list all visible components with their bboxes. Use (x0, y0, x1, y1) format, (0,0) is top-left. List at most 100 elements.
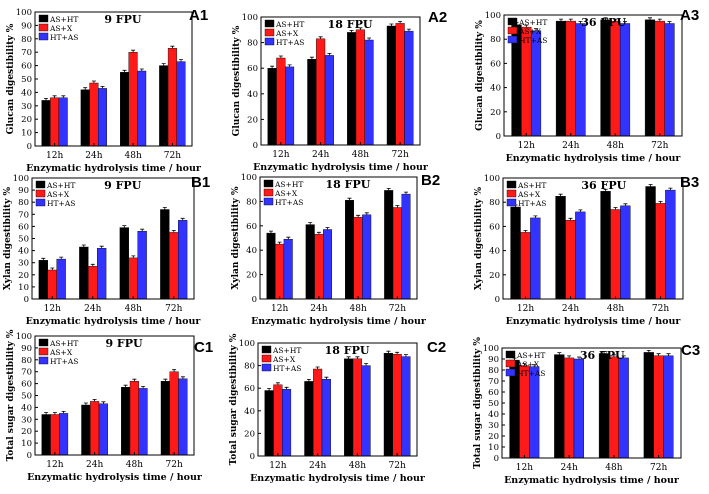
y-tick-label: 100 (242, 13, 258, 23)
bar-c1-as-x-24h (90, 401, 100, 456)
error-bar (41, 257, 46, 261)
y-tick-label: 0 (27, 451, 32, 461)
bar-a1-ht-as-48h (137, 70, 147, 147)
bar-c3-as-x-48h (608, 356, 620, 459)
error-bar (623, 203, 628, 206)
bar-b2-as-ht-24h (305, 224, 315, 300)
legend-swatch (263, 179, 274, 188)
bar-a1-as-ht-12h (41, 100, 51, 147)
legend-label: AS+X (275, 29, 299, 38)
bar-c2-as-ht-72h (383, 353, 393, 457)
legend-swatch (35, 189, 46, 198)
bar-c3-as-ht-72h (643, 352, 654, 459)
error-bar (389, 23, 394, 26)
error-bar (318, 36, 323, 39)
bar-a1-as-x-72h (167, 48, 177, 147)
plot-frame (257, 342, 418, 457)
legend-label: HT+AS (517, 369, 545, 378)
y-tick-label: 100 (484, 174, 500, 184)
bar-b1-as-ht-72h (160, 209, 170, 300)
error-bar (286, 236, 291, 240)
y-tick-label: 100 (239, 339, 255, 349)
y-tick-label: 40 (489, 247, 500, 257)
legend-swatch (263, 197, 274, 206)
error-bar (141, 386, 146, 389)
error-bar (91, 80, 96, 83)
y-tick-label: 80 (246, 197, 257, 207)
y-tick-label: 0 (253, 141, 258, 151)
bar-b3-as-x-48h (610, 209, 621, 300)
error-bar (646, 350, 651, 353)
chart-title: 9 FPU (104, 179, 142, 192)
legend-swatch (38, 338, 49, 347)
bar-c3-ht-as-24h (573, 358, 585, 459)
error-bar (398, 21, 403, 24)
y-tick-label: 0 (495, 295, 500, 305)
x-tick-label: 12h (269, 461, 286, 471)
error-bar (356, 214, 361, 218)
legend-label: AS+HT (516, 351, 545, 360)
error-bar (306, 379, 311, 382)
bar-a1-as-x-12h (50, 97, 60, 147)
y-tick-label: 90 (18, 186, 29, 196)
bar-a3-as-x-48h (610, 20, 621, 137)
bar-b3-ht-as-48h (620, 205, 631, 300)
chart-title: 9 FPU (104, 13, 142, 26)
legend-swatch (507, 35, 518, 44)
error-bar (578, 209, 583, 212)
bar-c1-as-ht-24h (81, 404, 91, 456)
y-tick-label: 10 (21, 129, 32, 139)
bar-c3-as-x-72h (653, 355, 664, 459)
legend-label: AS+X (46, 190, 70, 199)
bar-a2-as-x-12h (276, 57, 286, 146)
error-bar (179, 59, 183, 62)
x-axis-label: Enzymatic hydrolysis time / hour (26, 316, 202, 327)
legend-label: AS+X (518, 27, 542, 36)
error-bar (308, 222, 313, 225)
bar-c3-ht-as-72h (663, 355, 674, 459)
error-bar (315, 366, 320, 369)
bar-b3-ht-as-24h (575, 211, 586, 300)
panel-label: B3 (680, 174, 699, 191)
panel-b3: 0 20 40 60 80 100 12h 24h 48h 72h Enzymatic hydrol… (474, 174, 699, 327)
panel-a2: 0 20 40 60 80 100 12h 24h 48h 72h Enzymatic hydrol… (232, 9, 447, 173)
legend-label: AS+HT (274, 180, 303, 189)
y-tick-label: 60 (21, 62, 32, 72)
error-bar (613, 207, 618, 210)
x-axis-label: Enzymatic hydrolysis time / hour (506, 153, 682, 164)
x-tick-label: 72h (389, 304, 406, 314)
error-bar (364, 363, 369, 366)
chart-title: 18 FPU (325, 344, 370, 357)
error-bar (61, 95, 66, 98)
legend-swatch (507, 26, 518, 35)
error-bar (122, 69, 127, 73)
error-bar (532, 364, 537, 367)
error-bar (404, 191, 408, 195)
error-bar (267, 388, 272, 391)
x-tick-label: 48h (349, 461, 366, 471)
x-tick-label: 12h (44, 304, 61, 314)
y-tick-label: 80 (488, 366, 499, 376)
bar-b3-as-x-72h (655, 203, 666, 300)
bar-b1-as-x-12h (47, 269, 57, 300)
bar-c2-as-x-12h (273, 384, 283, 457)
y-tick-label: 60 (490, 59, 501, 69)
error-bar (170, 45, 175, 49)
legend-label: AS+HT (46, 181, 75, 190)
x-tick-label: 72h (165, 304, 182, 314)
error-bar (667, 21, 672, 24)
x-tick-label: 48h (607, 304, 624, 314)
legend-label: AS+X (49, 348, 73, 357)
error-bar (275, 382, 280, 385)
error-bar (327, 53, 332, 56)
y-tick-label: 50 (21, 392, 32, 402)
error-bar (558, 193, 563, 197)
error-bar (123, 384, 128, 388)
error-bar (324, 376, 329, 380)
bar-c1-as-x-72h (169, 371, 179, 456)
y-tick-label: 70 (21, 368, 32, 378)
bar-c3-as-x-24h (564, 357, 575, 459)
y-tick-label: 80 (244, 362, 255, 372)
bar-c2-ht-as-48h (361, 365, 371, 457)
error-bar (395, 351, 400, 355)
